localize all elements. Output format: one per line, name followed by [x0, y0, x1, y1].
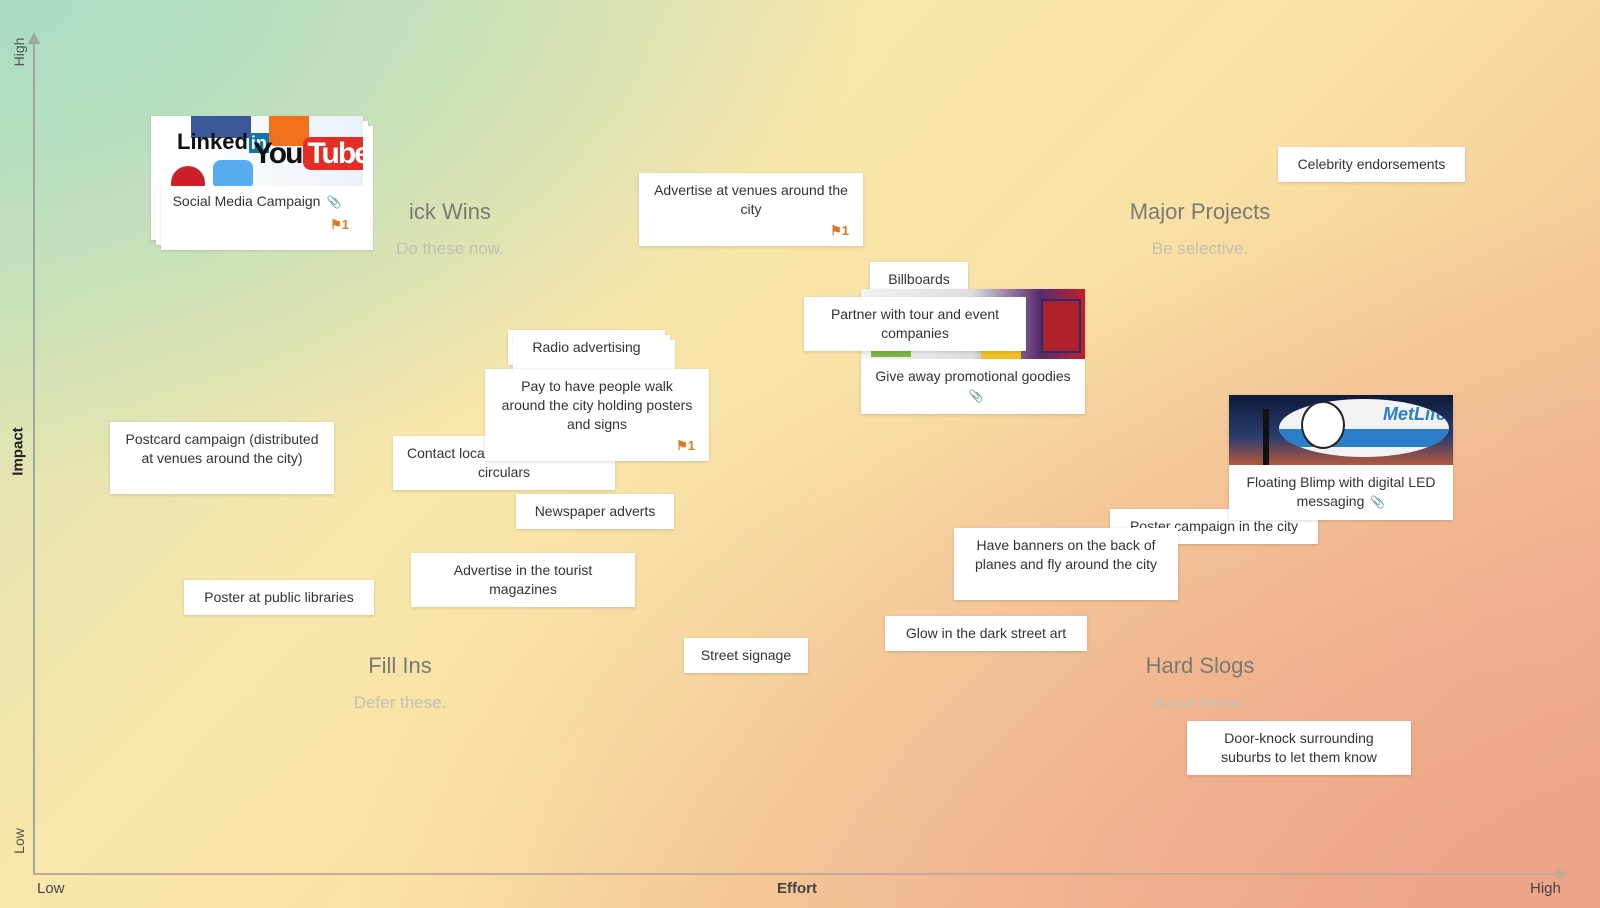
card-door-knock[interactable]: Door-knock surrounding suburbs to let th…	[1187, 721, 1411, 775]
card-label: Have banners on the back of planes and f…	[974, 537, 1158, 572]
flag-badge: ⚑1	[676, 436, 695, 455]
paperclip-icon: 📎	[968, 389, 984, 403]
y-axis-high-label: High	[11, 37, 27, 67]
card-celebrity-endorsements[interactable]: Celebrity endorsements	[1278, 147, 1465, 182]
silhouette	[1263, 409, 1269, 465]
quadrant-subtitle: Defer these.	[353, 693, 447, 712]
card-partner-tour-event[interactable]: Partner with tour and event companies	[804, 297, 1026, 351]
card-label: Give away promotional goodies	[875, 368, 1071, 384]
quadrant-hard-slogs: Hard Slogs Avoid these.	[1050, 653, 1350, 713]
card-radio-advertising[interactable]: Radio advertising	[508, 330, 675, 375]
card-content: Give away promotional goodies 📎	[871, 367, 1075, 406]
card-label: Postcard campaign (distributed at venues…	[125, 431, 319, 466]
flag-icon: ⚑	[330, 217, 342, 232]
card-street-signage[interactable]: Street signage	[684, 638, 808, 673]
flag-badge: ⚑1	[830, 221, 849, 240]
quadrant-fill-ins: Fill Ins Defer these.	[250, 653, 550, 713]
card-label: Celebrity endorsements	[1297, 156, 1446, 172]
card-label: Billboards	[888, 271, 950, 287]
card-tourist-magazines[interactable]: Advertise in the tourist magazines	[411, 553, 635, 607]
card-label: Advertise in the tourist magazines	[453, 562, 593, 597]
x-axis-title: Effort	[777, 880, 817, 897]
card-label: Newspaper adverts	[534, 503, 656, 519]
card-label: Pay to have people walk around the city …	[501, 378, 693, 432]
linkedin-logo: Linked in	[177, 129, 269, 154]
card-content: Floating Blimp with digital LED messagin…	[1239, 473, 1443, 512]
y-axis-low-label: Low	[11, 828, 27, 854]
blimp-image: MetLife	[1229, 395, 1453, 465]
quadrant-title: Fill Ins	[368, 653, 432, 678]
paperclip-icon: 📎	[1370, 495, 1386, 509]
x-axis-high-label: High	[1530, 880, 1561, 897]
card-banners-planes[interactable]: Have banners on the back of planes and f…	[954, 528, 1178, 600]
quadrant-title: Hard Slogs	[1145, 653, 1255, 678]
quadrant-quick-wins: ick Wins Do these now.	[250, 199, 550, 259]
card-content: Social Media Campaign 📎	[151, 192, 363, 212]
card-label: Advertise at venues around the city	[654, 182, 848, 217]
x-axis-low-label: Low	[37, 880, 65, 897]
snoopy-figure	[1301, 401, 1345, 449]
paperclip-icon: 📎	[326, 195, 342, 209]
quadrant-subtitle: Do these now.	[396, 239, 504, 258]
flag-badge: ⚑1	[330, 215, 349, 234]
card-floating-blimp[interactable]: MetLife Floating Blimp with digital LED …	[1229, 395, 1453, 520]
quadrant-subtitle: Avoid these.	[1153, 693, 1247, 712]
card-label: Street signage	[700, 647, 792, 663]
twitter-icon	[213, 160, 253, 186]
flag-icon: ⚑	[830, 223, 842, 238]
rss-icon	[269, 116, 309, 146]
y-axis-title: Impact	[9, 427, 27, 476]
flag-count: 1	[841, 223, 849, 238]
card-newspaper-adverts[interactable]: Newspaper adverts	[516, 494, 674, 529]
blimp-shape: MetLife	[1279, 399, 1449, 457]
card-social-media-campaign[interactable]: Linked in You Tube Social Media Campaign 📎 …	[151, 116, 373, 250]
blimp-logo-text: MetLife	[1383, 404, 1446, 424]
pen-set	[1041, 299, 1081, 353]
card-pay-people-walk[interactable]: Pay to have people walk around the city …	[485, 369, 709, 461]
facebook-icon	[191, 116, 251, 138]
y-axis-arrow	[28, 32, 40, 44]
card-glow-street-art[interactable]: Glow in the dark street art	[885, 616, 1087, 651]
flag-icon: ⚑	[676, 438, 688, 453]
quadrant-title: Major Projects	[1129, 199, 1271, 224]
pinterest-icon	[171, 166, 205, 186]
y-axis-line	[33, 44, 35, 874]
x-axis-line	[33, 873, 1563, 875]
card-label: Glow in the dark street art	[905, 625, 1067, 641]
quadrant-major-projects: Major Projects Be selective.	[1050, 199, 1350, 259]
flag-count: 1	[341, 217, 349, 232]
card-label-line: Contact loca	[407, 445, 485, 461]
social-logos-image: Linked in You Tube	[151, 116, 363, 186]
card-advertise-venues-city[interactable]: Advertise at venues around the city ⚑1	[639, 173, 863, 246]
card-label: Social Media Campaign	[172, 193, 321, 209]
card-label: Radio advertising	[532, 339, 641, 355]
quadrant-title: ick Wins	[409, 199, 491, 224]
youtube-logo: You Tube	[253, 137, 363, 170]
card-poster-public-libraries[interactable]: Poster at public libraries	[184, 580, 374, 615]
card-label: Partner with tour and event companies	[830, 306, 1000, 341]
x-axis-arrow	[1556, 868, 1568, 880]
card-label: Door-knock surrounding suburbs to let th…	[1221, 730, 1377, 765]
card-label: Poster at public libraries	[204, 589, 354, 605]
card-postcard-campaign[interactable]: Postcard campaign (distributed at venues…	[110, 422, 334, 494]
quadrant-subtitle: Be selective.	[1151, 239, 1249, 258]
card-label: Floating Blimp with digital LED messagin…	[1246, 474, 1436, 509]
flag-count: 1	[687, 438, 695, 453]
card-label-line: circulars	[477, 464, 531, 480]
